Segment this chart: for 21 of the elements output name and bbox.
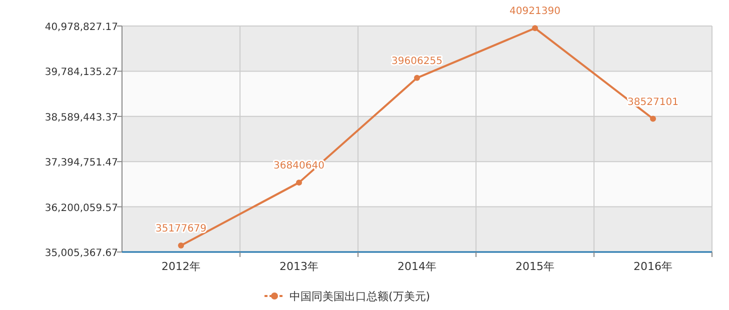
x-tick-label: 2015年 [516, 260, 554, 273]
x-tick-label: 2013年 [280, 260, 318, 273]
y-tick-label: 35,005,367.67 [44, 248, 118, 259]
point [296, 180, 302, 186]
point [532, 25, 538, 32]
data-label: 39606255 [392, 56, 442, 67]
x-tick-label: 2012年 [162, 260, 200, 273]
y-tick-label: 36,200,059.57 [44, 202, 118, 214]
point [414, 74, 420, 81]
data-label: 40921390 [510, 6, 560, 18]
x-tick-label: 2014年 [398, 260, 436, 273]
y-tick-label: 38,589,443.37 [44, 112, 118, 124]
y-tick-label: 40,978,827.17 [44, 22, 118, 33]
point [178, 242, 184, 248]
x-tick-label: 2016年 [634, 260, 672, 273]
point [650, 116, 656, 122]
y-tick-label: 37,394,751.47 [44, 158, 118, 169]
data-label: 35177679 [156, 223, 206, 234]
legend-label: 中国同美国出口总额(万美元) [290, 290, 430, 303]
legend: 中国同美国出口总额(万美元) [264, 290, 430, 303]
y-tick-label: 39,784,135.27 [44, 67, 118, 78]
